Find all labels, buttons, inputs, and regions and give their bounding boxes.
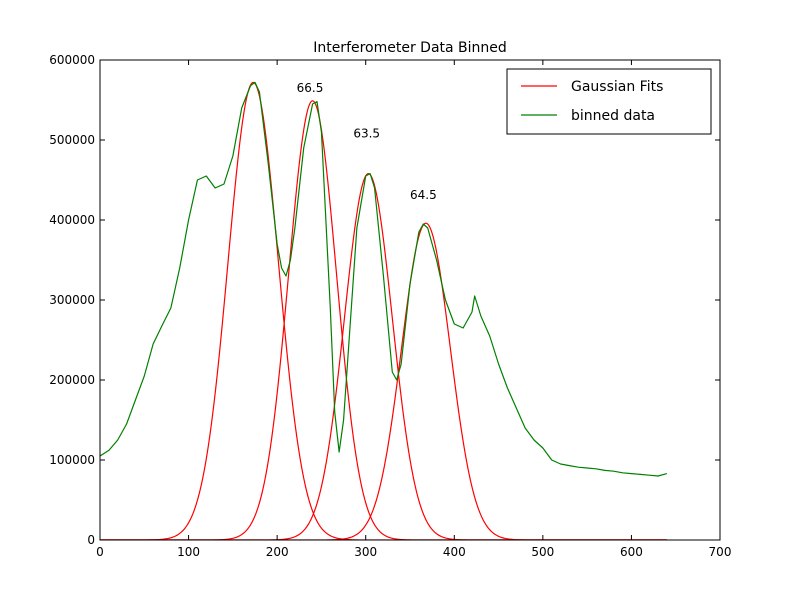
gaussian-fit-4 [100, 222, 667, 540]
gaussian-fit-1 [100, 81, 667, 540]
peak-annotation: 64.5 [410, 188, 437, 202]
y-tick-label: 300000 [49, 293, 95, 307]
gaussian-fit-3 [100, 172, 667, 540]
x-tick-label: 700 [709, 545, 732, 559]
legend: Gaussian Fits binned data [506, 68, 712, 135]
y-tick-label: 400000 [49, 213, 95, 227]
x-tick-label: 300 [354, 545, 377, 559]
x-tick-label: 600 [620, 545, 643, 559]
y-tick-label: 100000 [49, 453, 95, 467]
peak-annotation: 66.5 [297, 81, 324, 95]
axes-layer: 0 100 200 300 400 500 600 700 0 100000 200000 30000… [49, 53, 731, 559]
x-tick-label: 500 [531, 545, 554, 559]
annotation-layer: 66.5 63.5 64.5 [297, 81, 437, 202]
y-tick-label: 0 [87, 533, 95, 547]
legend-label: Gaussian Fits [571, 79, 663, 95]
legend-box [506, 68, 712, 135]
x-tick-label: 0 [96, 545, 104, 559]
series-layer [100, 81, 668, 540]
y-tick-label: 200000 [49, 373, 95, 387]
y-tick-label: 500000 [49, 133, 95, 147]
gaussian-fit-2 [100, 100, 667, 540]
x-tick-label: 200 [266, 545, 289, 559]
legend-label: binned data [571, 108, 655, 124]
chart-title: Interferometer Data Binned [313, 40, 507, 56]
y-tick-label: 600000 [49, 53, 95, 67]
x-tick-label: 400 [443, 545, 466, 559]
binned-data-line [100, 81, 668, 477]
peak-annotation: 63.5 [353, 127, 380, 141]
x-tick-label: 100 [177, 545, 200, 559]
